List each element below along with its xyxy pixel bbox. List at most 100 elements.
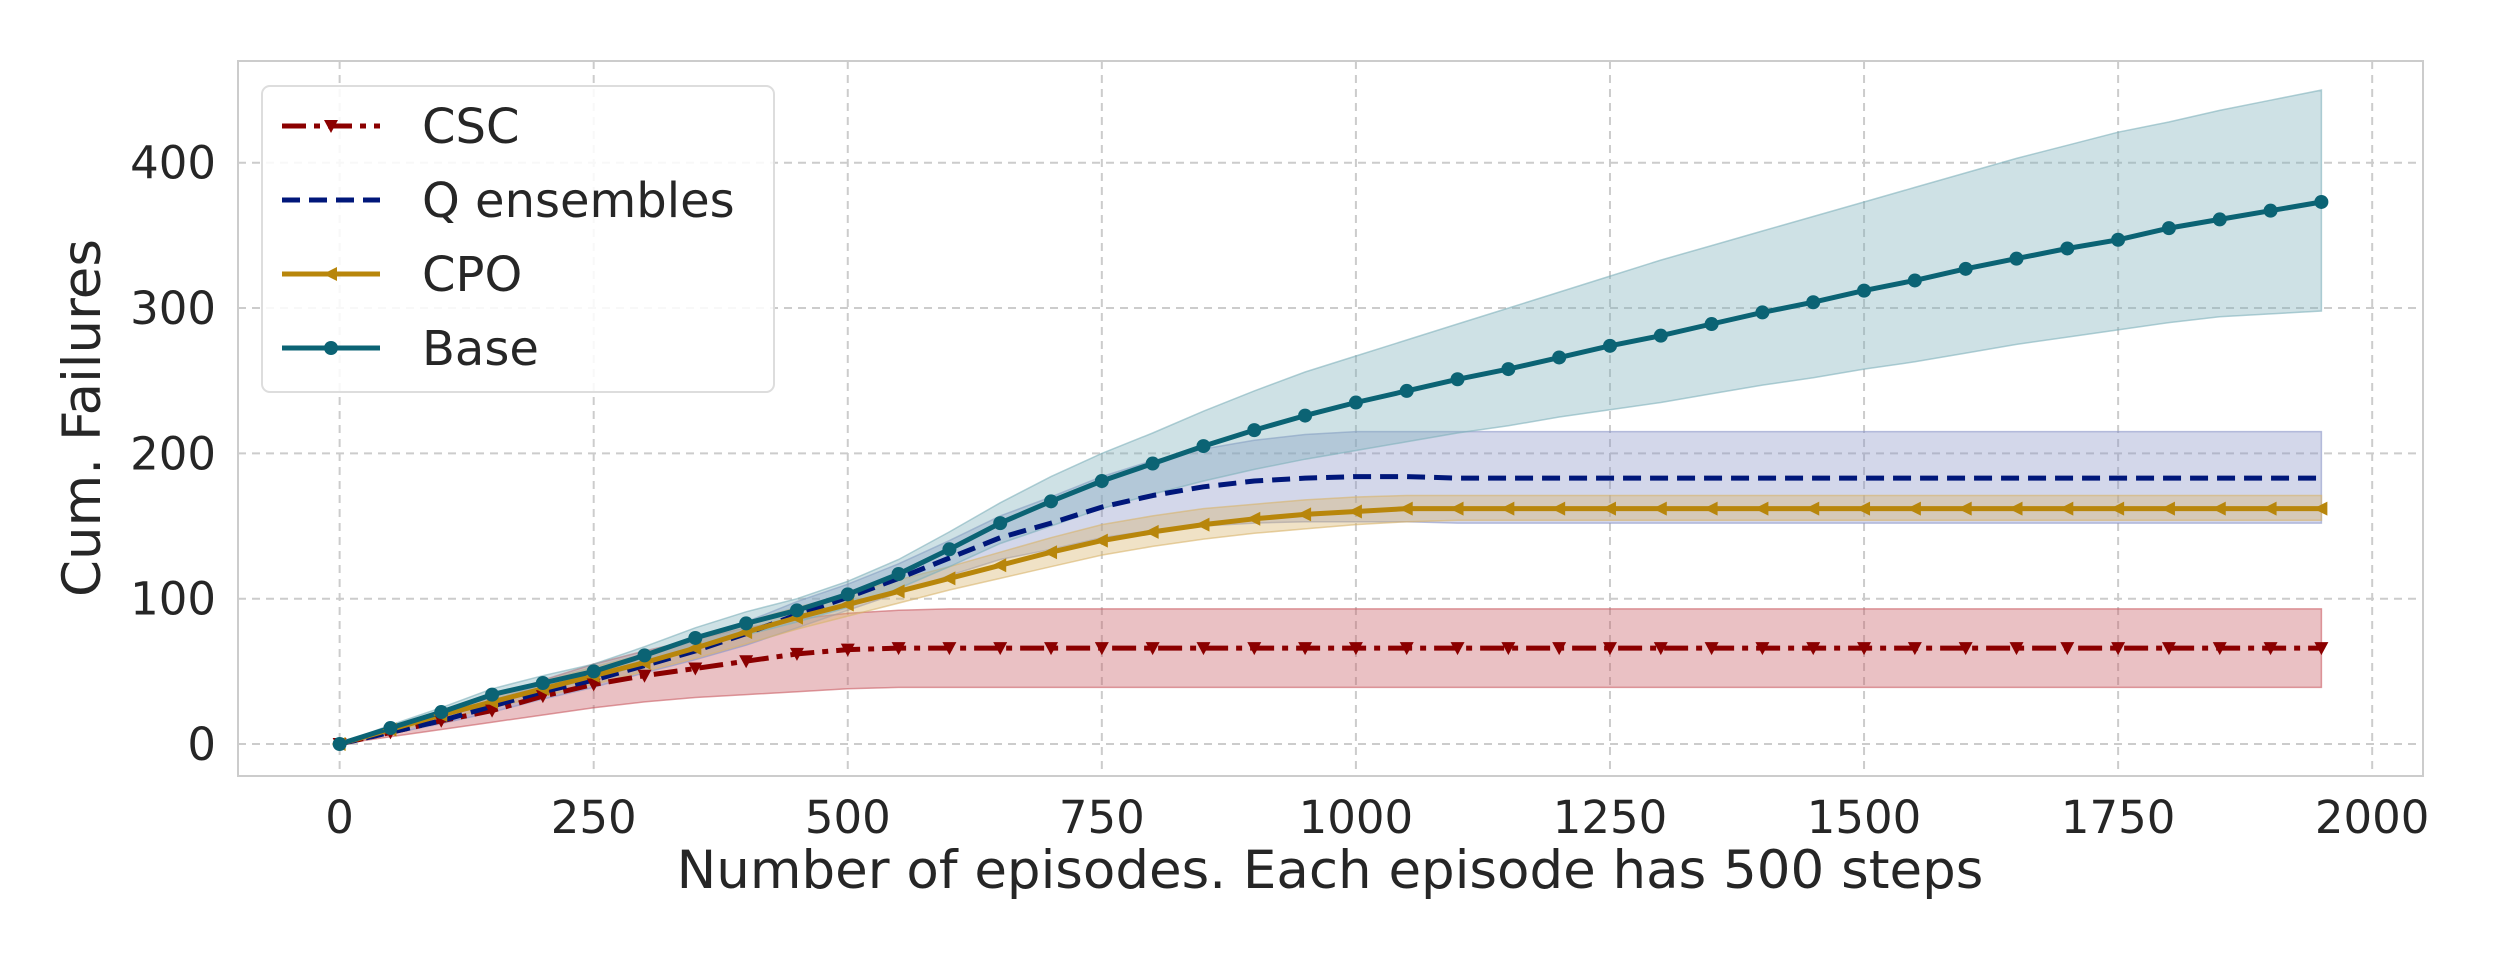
legend-marker-csc [324, 120, 338, 133]
point-cpo [1551, 501, 1566, 516]
point-base [1247, 423, 1262, 438]
point-cpo [941, 571, 956, 586]
point-cpo [2110, 501, 2125, 516]
point-cpo [1297, 507, 1312, 522]
point-cpo [1957, 501, 1972, 516]
line-csc [339, 645, 2322, 747]
point-csc [1145, 642, 1160, 656]
point-cpo [687, 641, 702, 656]
point-base [1094, 473, 1109, 488]
point-csc [1450, 642, 1465, 656]
point-cpo [2008, 501, 2023, 516]
x-tick-label: 500 [805, 791, 891, 844]
point-base [2060, 241, 2075, 256]
point-base [1958, 261, 1973, 276]
legend-label-q-ensembles: Q ensembles [422, 173, 735, 229]
point-csc [1298, 642, 1313, 656]
point-base [688, 630, 703, 645]
line-base [338, 199, 2322, 747]
point-csc [1501, 642, 1516, 656]
point-cpo [992, 558, 1007, 573]
point-base [2263, 203, 2278, 218]
point-csc [1552, 642, 1567, 656]
point-csc [891, 642, 906, 656]
legend-marker-base [324, 341, 338, 355]
point-csc [637, 669, 652, 683]
point-csc [1755, 642, 1770, 656]
point-csc [1704, 642, 1719, 656]
point-cpo [2262, 501, 2277, 516]
point-base [434, 705, 449, 720]
point-csc [1806, 642, 1821, 656]
point-cpo [1856, 501, 1871, 516]
point-cpo [1906, 501, 1921, 516]
x-tick-label: 1250 [1553, 791, 1668, 844]
point-csc [1196, 642, 1211, 656]
x-tick-label: 1000 [1299, 791, 1414, 844]
point-csc [1958, 642, 1973, 656]
point-csc [1044, 642, 1059, 656]
point-cpo [2211, 501, 2226, 516]
point-csc [1094, 642, 1109, 656]
point-base [1857, 283, 1872, 298]
point-csc [2161, 642, 2176, 656]
point-base [1755, 305, 1770, 320]
point-base [1806, 295, 1821, 310]
point-base [535, 675, 550, 690]
point-cpo [1500, 501, 1515, 516]
point-base [2161, 221, 2176, 236]
point-csc [1602, 642, 1617, 656]
point-base [332, 737, 347, 752]
series-markers [331, 194, 2329, 752]
line-cpo [338, 506, 2322, 747]
point-base [1501, 362, 1516, 377]
point-base [1602, 338, 1617, 353]
point-cpo [2160, 501, 2175, 516]
legend-label-csc: CSC [422, 99, 520, 155]
point-cpo [1652, 501, 1667, 516]
point-csc [2314, 642, 2329, 656]
point-cpo [1043, 545, 1058, 560]
point-cpo [2313, 501, 2328, 516]
point-csc [1653, 642, 1668, 656]
x-tick-label: 750 [1059, 791, 1145, 844]
point-csc [485, 704, 500, 718]
point-base [1653, 328, 1668, 343]
point-csc [586, 678, 601, 692]
point-csc [1907, 642, 1922, 656]
point-base [1552, 350, 1567, 365]
tick-labels: 0 250 500 750 1000 1250 1500 1750 2000 0 100 200 300… [130, 137, 2429, 844]
point-cpo [1144, 524, 1159, 539]
point-cpo [1805, 501, 1820, 516]
point-csc [739, 655, 754, 669]
point-base [485, 687, 500, 702]
x-tick-label: 1750 [2061, 791, 2176, 844]
point-base [789, 603, 804, 618]
y-tick-label: 300 [130, 282, 216, 335]
point-cpo [1601, 501, 1616, 516]
x-tick-label: 250 [551, 791, 637, 844]
point-base [586, 664, 601, 679]
point-base [1145, 456, 1160, 471]
y-tick-label: 400 [130, 137, 216, 190]
y-tick-label: 0 [187, 718, 216, 771]
point-csc [2060, 642, 2075, 656]
point-base [2212, 212, 2227, 227]
point-base [739, 616, 754, 631]
point-base [891, 566, 906, 581]
point-base [2111, 232, 2126, 247]
point-csc [789, 647, 804, 661]
point-csc [688, 662, 703, 676]
point-csc [942, 642, 957, 656]
point-cpo [1195, 517, 1210, 532]
point-csc [993, 642, 1008, 656]
y-tick-label: 100 [130, 573, 216, 626]
point-csc [840, 643, 855, 657]
point-cpo [1703, 501, 1718, 516]
legend-label-cpo: CPO [422, 247, 522, 303]
point-csc [1399, 642, 1414, 656]
point-base [993, 516, 1008, 531]
point-base [1298, 408, 1313, 423]
legend: CSC Q ensembles CPO Base [261, 85, 775, 393]
